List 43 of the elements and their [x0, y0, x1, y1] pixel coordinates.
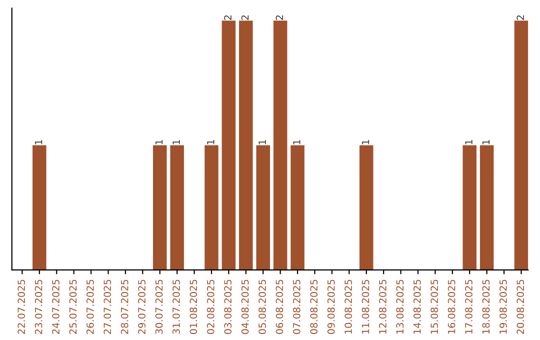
x-tick-label: 05.08.2025	[258, 280, 266, 334]
x-tick-label: 20.08.2025	[516, 280, 524, 334]
x-tick-label: 11.08.2025	[362, 280, 370, 334]
x-tick-label: 22.07.2025	[18, 280, 26, 334]
data-label: 2	[224, 15, 232, 20]
data-label: 1	[362, 140, 370, 144]
x-tick-label: 28.07.2025	[120, 280, 128, 334]
x-tick-label: 19.08.2025	[499, 280, 507, 334]
data-label: 1	[258, 140, 266, 144]
x-tick-label: 13.08.2025	[396, 280, 404, 334]
x-tick-label: 03.08.2025	[224, 280, 232, 334]
x-tick-label: 17.08.2025	[465, 280, 472, 334]
x-tick-label: 10.08.2025	[344, 280, 352, 334]
x-tick-label: 02.08.2025	[206, 280, 214, 334]
x-tick-label: 16.08.2025	[448, 280, 456, 334]
data-label: 1	[155, 140, 163, 144]
x-tick-label: 07.08.2025	[293, 280, 300, 334]
x-tick-label: 31.07.2025	[172, 280, 180, 334]
x-tick-label: 14.08.2025	[413, 280, 421, 334]
data-label: 1	[482, 140, 490, 144]
x-tick-label: 04.08.2025	[241, 280, 249, 334]
x-tick-label: 30.07.2025	[155, 280, 163, 334]
x-tick-label: 15.08.2025	[430, 280, 438, 334]
x-tick-label: 01.08.2025	[190, 280, 198, 334]
x-tick-label: 24.07.2025	[52, 280, 60, 334]
x-tick-label: 27.07.2025	[104, 280, 112, 334]
data-label: 2	[516, 15, 524, 20]
data-label: 1	[172, 140, 180, 144]
data-label: 1	[293, 140, 300, 144]
x-tick-label: 12.08.2025	[379, 280, 386, 334]
x-tick-label: 06.08.2025	[276, 280, 284, 334]
data-label: 1	[35, 140, 42, 144]
x-tick-label: 23.07.2025	[34, 280, 42, 334]
data-label: 2	[241, 15, 249, 20]
x-tick-label: 29.07.2025	[138, 280, 146, 334]
data-label: 1	[465, 140, 472, 144]
x-tick-label: 25.07.2025	[69, 280, 77, 334]
x-tick-label: 09.08.2025	[327, 280, 335, 334]
data-label: 2	[276, 15, 284, 20]
x-tick-label: 26.07.2025	[86, 280, 94, 334]
x-tick-label: 18.08.2025	[482, 280, 490, 334]
data-label: 1	[207, 140, 214, 144]
x-tick-label: 08.08.2025	[310, 280, 318, 334]
